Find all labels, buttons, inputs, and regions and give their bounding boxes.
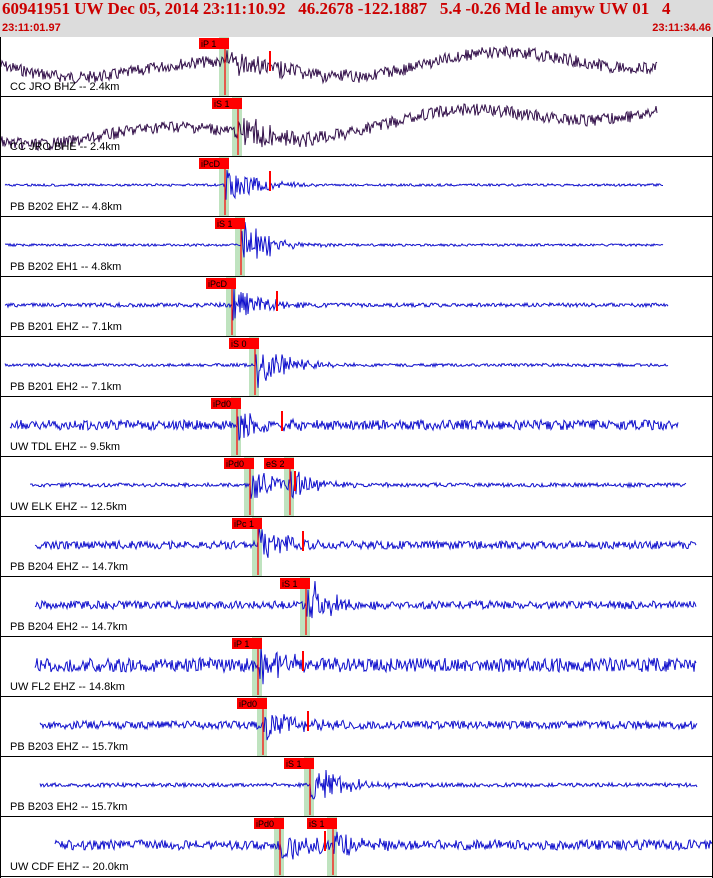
waveform-trace xyxy=(34,526,697,558)
station-label: PB B204 EH2 -- 14.7km xyxy=(10,621,127,633)
waveform-trace xyxy=(39,714,698,741)
station-label: PB B203 EHZ -- 15.7km xyxy=(10,741,128,753)
pick-label: iPcD xyxy=(208,279,228,289)
pick-label: iS 1 xyxy=(217,219,233,229)
pick-label: iP 1 xyxy=(234,639,249,649)
pick-label-box xyxy=(307,818,337,829)
trace-row[interactable]: iS 1 PB B204 EH2 -- 14.7km xyxy=(0,577,713,637)
pick-label: iPd0 xyxy=(213,399,231,409)
trace-row[interactable]: iS 1 CC JRO BHE -- 2.4km xyxy=(0,97,713,157)
trace-row[interactable]: iPcD PB B202 EHZ -- 4.8km xyxy=(0,157,713,217)
trace-row[interactable]: iPd0 iS 1 UW CDF EHZ -- 20.0km xyxy=(0,817,713,877)
station-label: PB B204 EHZ -- 14.7km xyxy=(10,561,128,573)
station-label: UW FL2 EHZ -- 14.8km xyxy=(10,681,125,693)
p-window-band xyxy=(257,697,267,757)
s-window-band xyxy=(249,337,259,397)
station-label: UW CDF EHZ -- 20.0km xyxy=(10,861,129,873)
station-label: PB B201 EHZ -- 7.1km xyxy=(10,321,122,333)
pick-label-box xyxy=(264,458,294,469)
trace-row[interactable]: iPd0 UW TDL EHZ -- 9.5km xyxy=(0,397,713,457)
station-label: PB B202 EH1 -- 4.8km xyxy=(10,261,121,273)
trace-row[interactable]: iS 1 PB B203 EH2 -- 15.7km xyxy=(0,757,713,817)
pick-label: iPd0 xyxy=(256,819,274,829)
pick-label: iS 1 xyxy=(214,99,230,109)
pick-label: iPc 1 xyxy=(234,519,254,529)
event-title: 60941951 UW Dec 05, 2014 23:11:10.92 46.… xyxy=(2,0,671,18)
pick-label-box xyxy=(280,578,310,589)
trace-row[interactable]: iP 1 CC JRO BHZ -- 2.4km xyxy=(0,37,713,97)
pick-label: iS 1 xyxy=(282,579,298,589)
p-window-band xyxy=(252,517,262,577)
waveform-trace xyxy=(30,471,687,499)
waveform-trace xyxy=(0,45,658,85)
trace-row[interactable]: iP 1 UW FL2 EHZ -- 14.8km xyxy=(0,637,713,697)
pick-label: iP 1 xyxy=(201,39,216,49)
pick-label-box xyxy=(232,518,262,529)
pick-label-box xyxy=(254,818,284,829)
pick-label-box xyxy=(212,98,242,109)
waveform-trace xyxy=(39,769,698,800)
pick-label-box xyxy=(199,38,229,49)
station-label: UW ELK EHZ -- 12.5km xyxy=(10,501,127,513)
waveform-trace xyxy=(4,221,664,259)
station-label: PB B203 EH2 -- 15.7km xyxy=(10,801,127,813)
trace-row[interactable]: iS 1 PB B202 EH1 -- 4.8km xyxy=(0,217,713,277)
station-label: UW TDL EHZ -- 9.5km xyxy=(10,441,120,453)
pick-label: eS 2 xyxy=(266,459,285,469)
trace-row[interactable]: iPc 1 PB B204 EHZ -- 14.7km xyxy=(0,517,713,577)
station-label: PB B202 EHZ -- 4.8km xyxy=(10,201,122,213)
pick-label-box xyxy=(284,758,314,769)
waveform-trace xyxy=(4,169,663,200)
pick-label-box xyxy=(224,458,254,469)
pick-label-box xyxy=(229,338,259,349)
waveform-trace xyxy=(34,646,697,685)
station-label: CC JRO BHZ -- 2.4km xyxy=(10,81,119,93)
pick-label: iS 0 xyxy=(231,339,247,349)
end-time: 23:11:34.46 xyxy=(652,22,711,34)
station-label: PB B201 EH2 -- 7.1km xyxy=(10,381,121,393)
pick-label: iS 1 xyxy=(286,759,302,769)
trace-row[interactable]: iPcD PB B201 EHZ -- 7.1km xyxy=(0,277,713,337)
pick-label-box xyxy=(237,698,267,709)
s-window-band xyxy=(304,757,314,817)
waveform-trace xyxy=(54,831,713,860)
pick-label: iPd0 xyxy=(226,459,244,469)
pick-label: iPcD xyxy=(201,159,221,169)
pick-label-box xyxy=(206,278,236,289)
start-time: 23:11:01.97 xyxy=(2,22,61,34)
waveform-trace xyxy=(34,581,697,619)
trace-row[interactable]: iS 0 PB B201 EH2 -- 7.1km xyxy=(0,337,713,397)
pick-label: iPd0 xyxy=(239,699,257,709)
pick-label-box xyxy=(232,638,262,649)
trace-row[interactable]: iPd0 eS 2 UW ELK EHZ -- 12.5km xyxy=(0,457,713,517)
waveform-trace xyxy=(9,413,679,441)
waveform-trace xyxy=(0,103,658,152)
s-window-band xyxy=(232,97,242,157)
waveform-trace xyxy=(4,287,669,321)
s-window-band xyxy=(284,457,294,517)
seismogram-panel[interactable]: iP 1 CC JRO BHZ -- 2.4km iS 1 CC JRO BHE --… xyxy=(0,37,713,878)
s-window-band xyxy=(235,217,245,277)
pick-label-box xyxy=(215,218,245,229)
trace-row[interactable]: iPd0 PB B203 EHZ -- 15.7km xyxy=(0,697,713,757)
s-window-band xyxy=(300,577,310,637)
event-header: 60941951 UW Dec 05, 2014 23:11:10.92 46.… xyxy=(0,0,713,37)
s-window-band xyxy=(327,817,337,877)
pick-label-box xyxy=(199,158,229,169)
pick-label-box xyxy=(211,398,241,409)
station-label: CC JRO BHE -- 2.4km xyxy=(10,141,120,153)
p-window-band xyxy=(219,37,229,97)
pick-label: iS 1 xyxy=(309,819,325,829)
waveform-trace xyxy=(4,354,669,388)
p-window-band xyxy=(244,457,254,517)
p-window-band xyxy=(226,277,236,337)
